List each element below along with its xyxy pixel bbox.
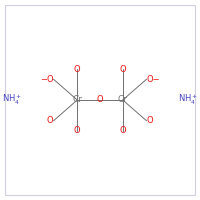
Text: NH$_4^+$: NH$_4^+$ [178, 93, 198, 107]
FancyBboxPatch shape [5, 5, 195, 195]
Text: O: O [147, 116, 153, 125]
Text: O: O [119, 126, 126, 135]
Text: O: O [97, 96, 103, 104]
Text: −O: −O [40, 75, 53, 84]
Text: Cr: Cr [118, 96, 128, 104]
Text: O: O [47, 116, 53, 125]
Text: NH$_4^+$: NH$_4^+$ [2, 93, 22, 107]
Text: Cr: Cr [72, 96, 82, 104]
Text: O−: O− [147, 75, 160, 84]
Text: O: O [119, 65, 126, 74]
Text: O: O [74, 65, 81, 74]
Text: O: O [74, 126, 81, 135]
